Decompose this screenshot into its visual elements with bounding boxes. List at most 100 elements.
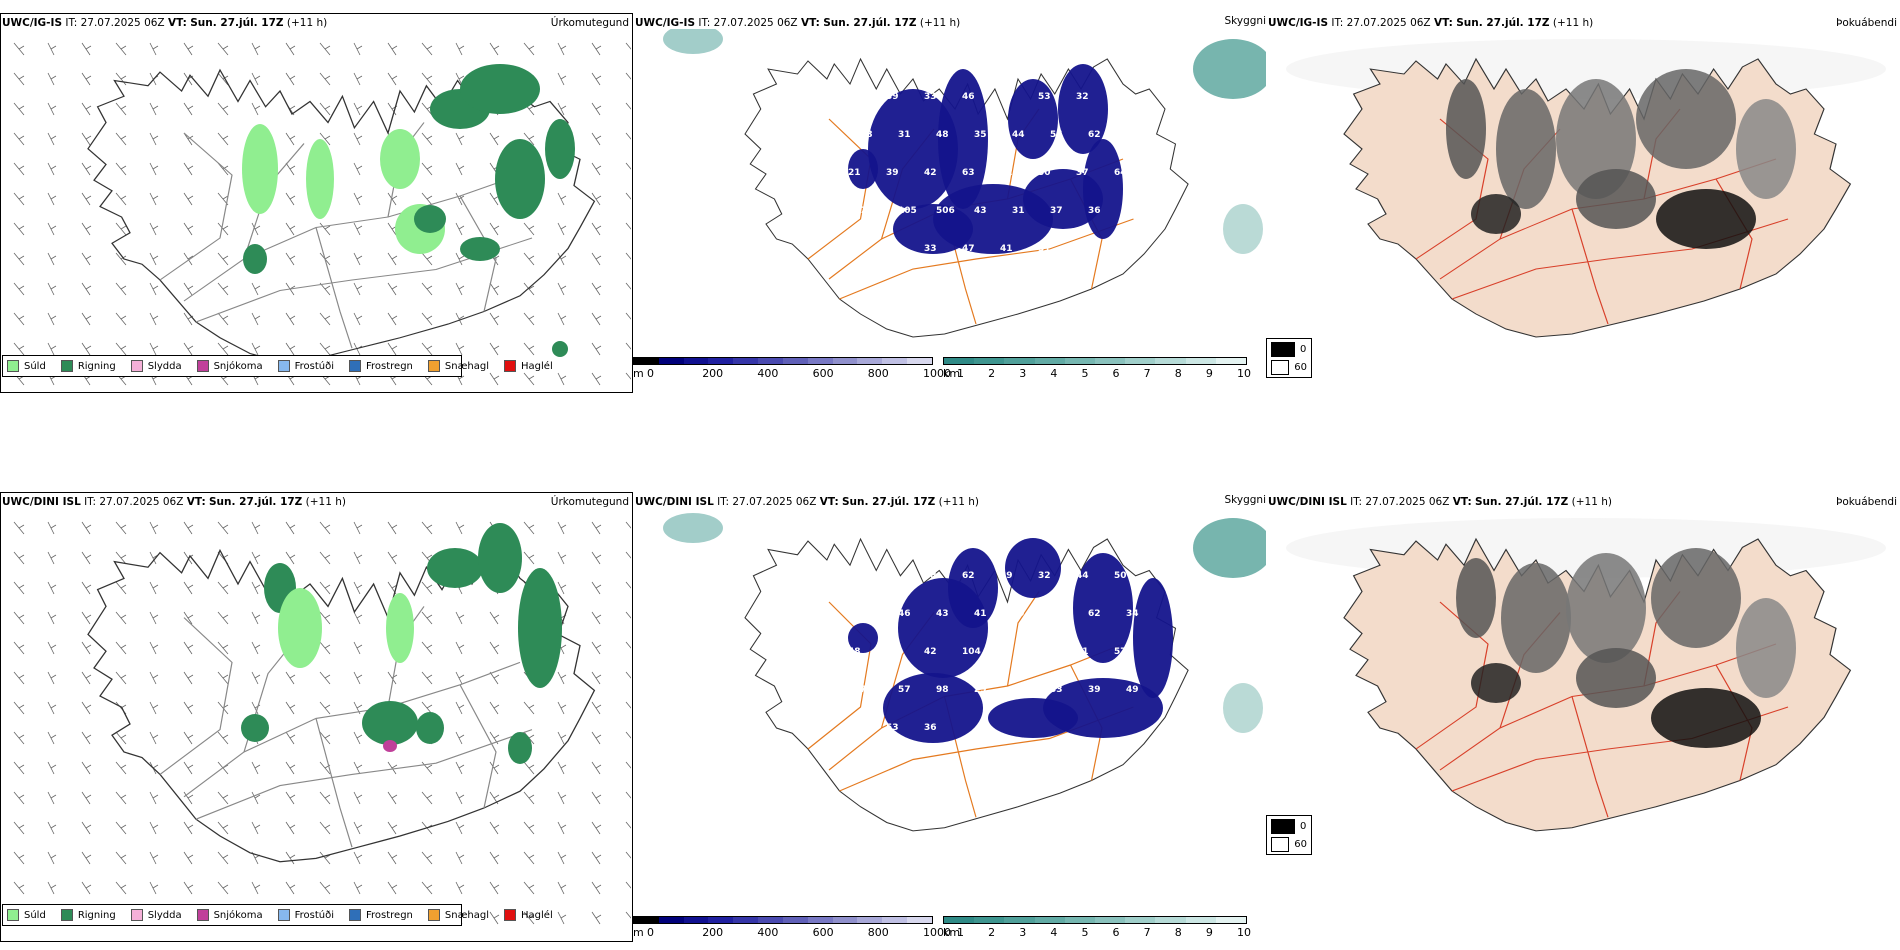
road-line [1006,591,1040,687]
wind-barb [625,611,631,619]
wind-barb [183,342,194,356]
wind-barb [47,132,57,146]
wind-barb [217,282,229,296]
legend-label: Frostregn [366,360,413,372]
field-patch [988,698,1078,738]
cloud-base-label: 82 [1000,168,1013,178]
wind-barb [625,881,631,889]
wind-barb [183,222,194,236]
wind-barb [421,521,433,535]
wind-barb [421,42,433,56]
cloud-base-label: 40 [848,723,861,733]
colorbar-bin [832,917,858,923]
legend-label: Slydda [147,360,182,372]
wind-barb [557,821,567,835]
precip-map-frame [0,492,633,942]
fog-map-row1 [1286,39,1886,338]
wind-barb [115,821,127,835]
wind-barb [13,551,25,565]
cloud-base-label: 36 [1000,92,1013,102]
legend-item: Frostúði [277,909,334,921]
wind-barb [81,671,92,685]
field-patch [1193,518,1266,578]
wind-barb [81,761,92,775]
wind-barb [625,252,631,260]
wind-barb [81,312,92,326]
cloud-base-label: 64 [1114,168,1127,178]
wind-barb [353,641,363,655]
wind-barb [523,701,535,715]
wind-barb [591,911,602,925]
it-label: IT: [65,17,78,29]
model-name: UWC/IG-IS [635,17,696,29]
colorbar-tick: 1 [957,926,964,939]
wind-barb [421,252,433,266]
wind-barb [421,701,433,715]
wind-barb [523,521,535,535]
cloud-base-label: 104 [962,647,981,657]
wind-barb [285,821,296,835]
wind-barb [115,671,127,685]
wind-barb [319,671,331,685]
wind-barb [625,72,631,80]
wind-barb [149,551,159,565]
cloud-base-label: 63 [962,168,975,178]
field-patch [362,701,418,745]
wind-barb [455,342,465,356]
wind-barb [81,282,92,296]
wind-barb [81,42,92,56]
wind-barb [115,581,127,595]
wind-barb [557,731,567,745]
field-patch [552,341,568,357]
wind-barb [489,342,500,356]
cloud-base-label: 56 [1050,130,1063,140]
wind-barb [625,132,631,140]
legend-label: Frostúði [294,360,334,372]
wind-barb [251,102,261,116]
wind-barb [591,312,602,326]
wind-barb [115,851,127,865]
wind-barb [285,162,296,176]
vt-value: Sun. 27.júl. 17Z [842,496,936,508]
road-line [1571,208,1609,325]
wind-barb [625,821,631,829]
cloud-base-label: 36 [1088,206,1101,216]
wind-barb [489,611,500,625]
field-patch [306,139,334,219]
wind-barb [183,252,194,266]
wind-barb [625,791,631,799]
legend-item: Snjókoma [196,360,263,372]
wind-barb [13,521,25,535]
wind-barb [183,102,194,116]
colorbar-bin [857,917,883,923]
fog-legend-swatch [1271,342,1295,357]
wind-barb [47,162,57,176]
vt-label: VT: [1452,496,1472,508]
wind-barb [557,911,567,925]
panel-title: Skyggni [1224,494,1267,506]
panel-header: UWC/DINI ISL IT: 27.07.2025 06Z VT: Sun.… [635,496,979,512]
wind-barb [285,701,296,715]
wind-barb [319,851,331,865]
wind-barb [251,581,261,595]
wind-barb [489,851,500,865]
vt-label: VT: [819,496,839,508]
wind-barb [625,282,631,290]
wind-barb [557,551,567,565]
colorbar-tick: 4 [1050,926,1058,939]
wind-barb [13,821,25,835]
fog-legend-item: 0 [1271,819,1307,834]
field-patch [460,237,500,261]
wind-barb [47,641,57,655]
wind-barb [47,222,57,236]
panel-title: Úrkomutegund [550,496,629,508]
fog-legend-label: 0 [1300,344,1307,355]
cloud-base-label: 32 [1038,571,1051,581]
it-label: IT: [1350,496,1363,508]
wind-barb [183,641,194,655]
legend-item: Haglél [504,360,553,372]
field-patch [1736,99,1796,199]
wind-barb [557,42,567,56]
wind-barb [591,192,602,206]
fog-panel-row1: UWC/IG-IS IT: 27.07.2025 06Z VT: Sun. 27… [1266,13,1899,406]
